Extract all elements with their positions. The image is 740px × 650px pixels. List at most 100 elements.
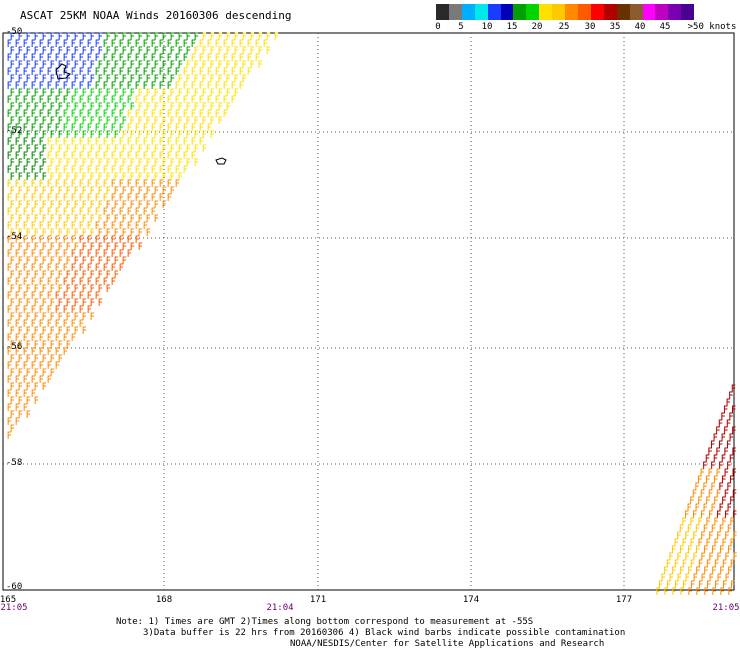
wind-barb xyxy=(127,249,132,257)
wind-barb xyxy=(87,67,92,75)
wind-barb xyxy=(47,137,52,145)
wind-barb xyxy=(10,326,15,334)
wind-barb xyxy=(23,347,28,355)
wind-barb xyxy=(39,305,44,313)
latitude-label: -54 xyxy=(6,232,23,242)
wind-barb xyxy=(199,39,204,47)
wind-barb xyxy=(39,375,44,383)
wind-barb xyxy=(95,67,100,75)
wind-barb xyxy=(127,151,132,159)
page-title: ASCAT 25KM NOAA Winds 20160306 descendin… xyxy=(20,9,292,22)
wind-barb xyxy=(729,454,734,462)
wind-barb xyxy=(71,67,76,75)
wind-barb xyxy=(10,172,15,180)
wind-barb xyxy=(135,221,140,229)
wind-barb xyxy=(207,39,212,47)
wind-barb xyxy=(183,67,188,75)
wind-barb xyxy=(716,510,721,518)
wind-barb xyxy=(26,354,31,362)
wind-barb xyxy=(58,32,63,40)
wind-barb xyxy=(58,284,63,292)
wind-barb xyxy=(178,88,183,96)
wind-barb xyxy=(63,151,68,159)
wind-barb xyxy=(146,200,151,208)
wind-barb xyxy=(26,200,31,208)
wind-barb xyxy=(90,242,95,250)
wind-barb xyxy=(55,277,60,285)
wind-barb xyxy=(210,130,215,138)
wind-barb xyxy=(18,368,23,376)
time-label: 21:05 xyxy=(712,603,740,613)
wind-barb xyxy=(714,559,719,567)
wind-barb xyxy=(15,221,20,229)
wind-barb xyxy=(7,375,12,383)
wind-barb xyxy=(26,410,31,418)
wind-barb xyxy=(42,284,47,292)
wind-barb xyxy=(74,298,79,306)
wind-barb xyxy=(724,447,728,455)
wind-barb xyxy=(50,242,55,250)
wind-barb xyxy=(39,319,44,327)
wind-barb xyxy=(719,503,724,511)
wind-barb xyxy=(26,88,31,96)
wind-barb xyxy=(143,67,148,75)
wind-barb xyxy=(42,102,47,110)
wind-barb xyxy=(10,130,15,138)
wind-barb xyxy=(114,74,119,82)
wind-barb xyxy=(23,165,28,173)
wind-barb xyxy=(175,81,180,89)
wind-barb xyxy=(170,130,175,138)
wind-barb xyxy=(146,46,151,54)
wind-barb xyxy=(71,305,76,313)
wind-barb xyxy=(122,32,127,40)
legend-label: 35 xyxy=(609,22,621,32)
wind-barb xyxy=(106,102,111,110)
wind-barb xyxy=(34,60,39,68)
wind-barb xyxy=(729,391,733,399)
wind-barb xyxy=(90,32,95,40)
wind-barb xyxy=(138,130,143,138)
wind-barb xyxy=(47,249,52,257)
wind-barb xyxy=(127,95,132,103)
wind-barb xyxy=(135,67,140,75)
wind-barb xyxy=(143,53,148,61)
wind-barb xyxy=(47,375,52,383)
wind-barb xyxy=(656,587,660,595)
wind-barb xyxy=(82,256,87,264)
wind-barb xyxy=(183,123,188,131)
wind-barb xyxy=(732,447,736,455)
wind-barb xyxy=(95,95,100,103)
wind-barb xyxy=(703,461,707,469)
wind-barb xyxy=(226,60,231,68)
grid-lines xyxy=(3,33,734,590)
wind-barb xyxy=(63,347,68,355)
wind-barb xyxy=(79,137,84,145)
wind-barb xyxy=(66,46,71,54)
wind-barb xyxy=(31,151,36,159)
wind-barb xyxy=(71,151,76,159)
wind-barb xyxy=(26,186,31,194)
wind-barb xyxy=(34,284,39,292)
wind-barb xyxy=(711,524,716,532)
wind-barb xyxy=(721,454,726,462)
wind-barb xyxy=(55,95,60,103)
wind-barb xyxy=(731,384,736,392)
wind-barb xyxy=(63,137,68,145)
wind-barb xyxy=(82,172,87,180)
wind-barb xyxy=(74,144,79,152)
wind-barb xyxy=(170,88,175,96)
wind-barb xyxy=(226,32,231,40)
wind-barb xyxy=(82,284,87,292)
wind-barb xyxy=(42,74,47,82)
wind-barb xyxy=(199,53,204,61)
wind-barb xyxy=(127,179,132,187)
wind-barb xyxy=(716,447,720,455)
wind-barb xyxy=(15,417,20,425)
wind-barb xyxy=(42,200,47,208)
wind-barb xyxy=(215,81,220,89)
wind-barb xyxy=(10,102,15,110)
wind-barb xyxy=(31,109,36,117)
wind-barb xyxy=(162,144,167,152)
wind-barb xyxy=(106,74,111,82)
wind-barb xyxy=(10,312,15,320)
